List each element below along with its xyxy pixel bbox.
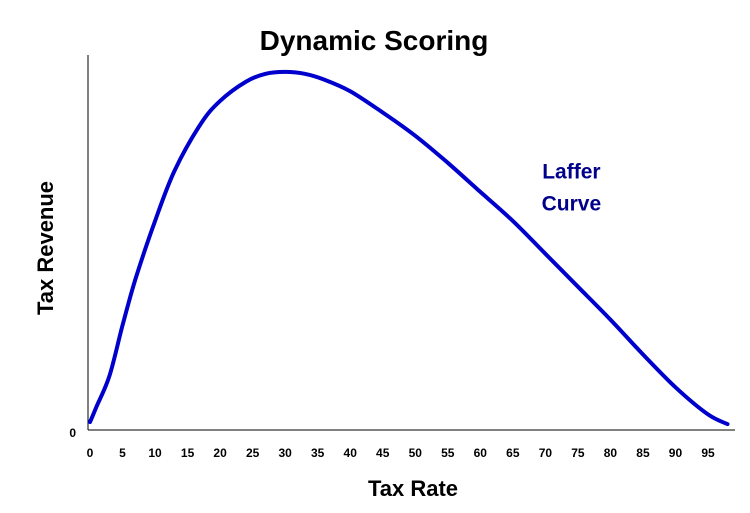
x-tick-label: 15 bbox=[181, 446, 195, 460]
x-tick-label: 55 bbox=[441, 446, 455, 460]
chart-title: Dynamic Scoring bbox=[260, 25, 489, 56]
x-tick-label: 70 bbox=[539, 446, 553, 460]
laffer-curve-line bbox=[88, 69, 730, 427]
x-tick-label: 45 bbox=[376, 446, 390, 460]
annotations: Laffer Curve bbox=[542, 160, 602, 215]
x-tick-label: 50 bbox=[409, 446, 423, 460]
x-axis-label: Tax Rate bbox=[368, 476, 458, 501]
x-tick-labels: 0 5 10 15 20 25 30 35 40 45 50 55 60 65 70 75 80 85 90 95 bbox=[87, 446, 715, 460]
x-tick-label: 65 bbox=[506, 446, 520, 460]
x-tick-label: 20 bbox=[213, 446, 227, 460]
y-tick-labels: 0 bbox=[69, 426, 76, 440]
x-tick-label: 35 bbox=[311, 446, 325, 460]
annotation-line: Curve bbox=[542, 192, 602, 215]
x-tick-label: 30 bbox=[278, 446, 292, 460]
x-tick-label: 5 bbox=[119, 446, 126, 460]
x-tick-label: 25 bbox=[246, 446, 260, 460]
x-tick-label: 40 bbox=[344, 446, 358, 460]
x-tick-label: 90 bbox=[669, 446, 683, 460]
x-tick-label: 0 bbox=[87, 446, 94, 460]
x-tick-label: 75 bbox=[571, 446, 585, 460]
x-tick-label: 60 bbox=[474, 446, 488, 460]
y-tick-label: 0 bbox=[69, 426, 76, 440]
annotation-line: Laffer bbox=[542, 160, 600, 183]
laffer-curve-annotation: Laffer Curve bbox=[542, 160, 602, 215]
x-tick-label: 95 bbox=[701, 446, 715, 460]
x-tick-label: 10 bbox=[148, 446, 162, 460]
y-axis-label: Tax Revenue bbox=[33, 181, 58, 315]
x-tick-label: 80 bbox=[604, 446, 618, 460]
x-tick-label: 85 bbox=[636, 446, 650, 460]
